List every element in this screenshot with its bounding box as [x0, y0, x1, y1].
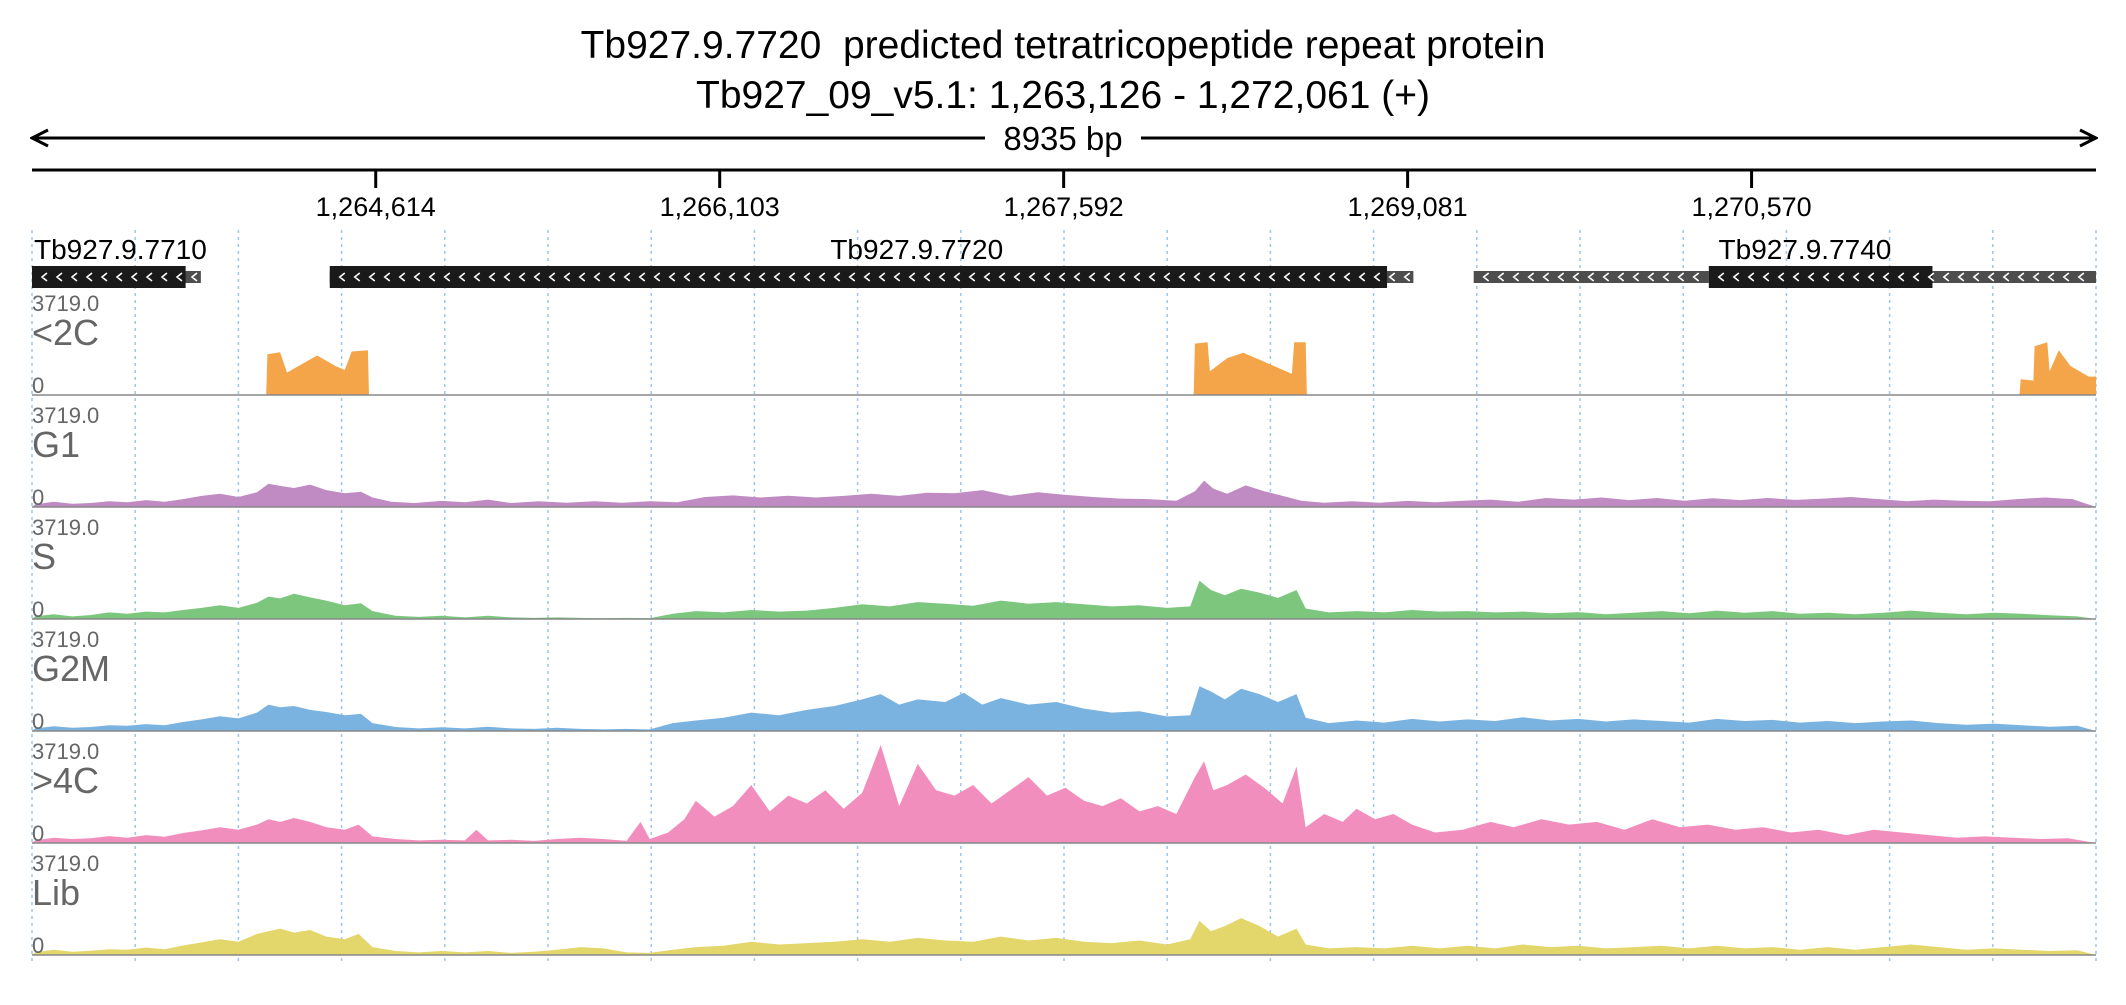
- tick-label: 1,264,614: [316, 192, 436, 222]
- gene-track: Tb927.9.7710 Tb927.9.7720 Tb927.9.7740: [32, 234, 2096, 288]
- coverage-track: 3719.0 0 G2M: [32, 627, 2096, 734]
- coverage-track: 3719.0 0 >4C: [32, 739, 2096, 846]
- tick-label: 1,267,592: [1004, 192, 1124, 222]
- track-ymax-label: 3719.0: [32, 403, 99, 428]
- gene-cds: [329, 266, 1388, 288]
- span-label: 8935 bp: [1003, 120, 1122, 157]
- track-ymax-label: 3719.0: [32, 291, 99, 316]
- coverage-area: [32, 745, 2096, 843]
- coverage-track: 3719.0 0 Lib: [32, 851, 2096, 958]
- track-name: G2M: [32, 648, 110, 689]
- ruler-ticks: 1,264,614 1,266,103 1,267,592 1,269,081 1,27…: [316, 170, 1812, 222]
- gene-utr: [1473, 271, 1709, 283]
- coverage-area: [1193, 342, 1307, 395]
- track-ymin-label: 0: [32, 597, 44, 622]
- chart-title: Tb927.9.7720 predicted tetratricopeptide…: [581, 24, 1546, 67]
- track-ymax-label: 3719.0: [32, 851, 99, 876]
- track-name: S: [32, 536, 56, 577]
- coverage-area: [32, 686, 2096, 731]
- track-name: G1: [32, 424, 80, 465]
- coverage-area: [32, 918, 2096, 955]
- track-name: Lib: [32, 872, 80, 913]
- track-ymin-label: 0: [32, 373, 44, 398]
- coverage-tracks: 3719.00<2C3719.00G13719.00S3719.00G2M371…: [32, 291, 2096, 958]
- gene-cds: [32, 266, 186, 288]
- track-ymin-label: 0: [32, 821, 44, 846]
- gene-label: Tb927.9.7710: [34, 234, 207, 265]
- span-label-bg: [985, 120, 1141, 156]
- tick-label: 1,266,103: [660, 192, 780, 222]
- coverage-area: [32, 580, 2096, 619]
- coverage-track: 3719.0 0 S: [32, 515, 2096, 622]
- strand-chevrons: [1717, 272, 2085, 282]
- gridlines: [31, 230, 2097, 965]
- coverage-track: 3719.0 0 <2C: [32, 291, 2096, 398]
- track-ymax-label: 3719.0: [32, 515, 99, 540]
- track-ymax-label: 3719.0: [32, 739, 99, 764]
- track-ymin-label: 0: [32, 709, 44, 734]
- tick-label: 1,269,081: [1348, 192, 1468, 222]
- strand-chevrons: [338, 272, 1411, 282]
- coverage-area: [266, 350, 369, 395]
- gene-label: Tb927.9.7740: [1719, 234, 1892, 265]
- coverage-track: 3719.0 0 G1: [32, 403, 2096, 510]
- track-name: >4C: [32, 760, 99, 801]
- strand-chevrons: [40, 272, 198, 282]
- gene-cds: [1708, 266, 1933, 288]
- strand-chevrons: [1482, 272, 1700, 282]
- coverage-area: [32, 480, 2096, 507]
- track-ymin-label: 0: [32, 485, 44, 510]
- track-ymin-label: 0: [32, 933, 44, 958]
- track-name: <2C: [32, 312, 99, 353]
- gene-label: Tb927.9.7720: [830, 234, 1003, 265]
- tick-label: 1,270,570: [1692, 192, 1812, 222]
- track-ymax-label: 3719.0: [32, 627, 99, 652]
- chart-subtitle: Tb927_09_v5.1: 1,263,126 - 1,272,061 (+): [696, 74, 1430, 117]
- coverage-area: [2019, 342, 2096, 395]
